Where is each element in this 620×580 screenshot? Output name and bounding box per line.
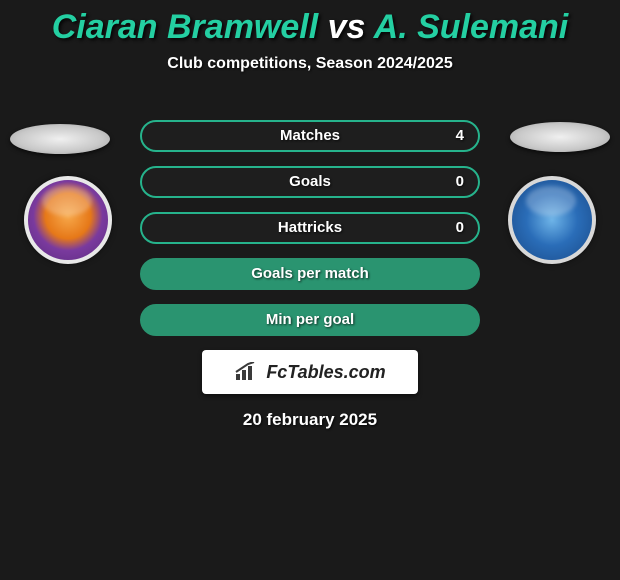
player2-club-badge [508, 176, 596, 264]
stat-hattricks: Hattricks 0 [140, 212, 480, 244]
stat-label: Hattricks [278, 219, 342, 236]
player1-name: Ciaran Bramwell [52, 8, 318, 46]
stats-panel: Matches 4 Goals 0 Hattricks 0 Goals per … [140, 120, 480, 430]
player2-name: A. Sulemani [374, 8, 569, 46]
vs-text: vs [318, 8, 373, 46]
stat-goals: Goals 0 [140, 166, 480, 198]
site-attribution: FcTables.com [202, 350, 418, 394]
stat-label: Goals per match [251, 265, 369, 282]
stat-matches: Matches 4 [140, 120, 480, 152]
comparison-title: Ciaran Bramwell vs A. Sulemani [0, 0, 620, 47]
stat-label: Min per goal [266, 311, 354, 328]
player2-avatar [510, 122, 610, 152]
stat-value: 0 [456, 214, 464, 242]
bar-chart-icon [234, 362, 262, 382]
stat-value: 0 [456, 168, 464, 196]
player1-club-badge [24, 176, 112, 264]
stat-min-per-goal: Min per goal [140, 304, 480, 336]
player1-avatar [10, 124, 110, 154]
site-name: FcTables.com [266, 362, 385, 383]
stat-label: Goals [289, 173, 331, 190]
stat-value: 4 [456, 122, 464, 150]
subtitle: Club competitions, Season 2024/2025 [0, 55, 620, 73]
stat-goals-per-match: Goals per match [140, 258, 480, 290]
snapshot-date: 20 february 2025 [140, 410, 480, 430]
stat-label: Matches [280, 127, 340, 144]
